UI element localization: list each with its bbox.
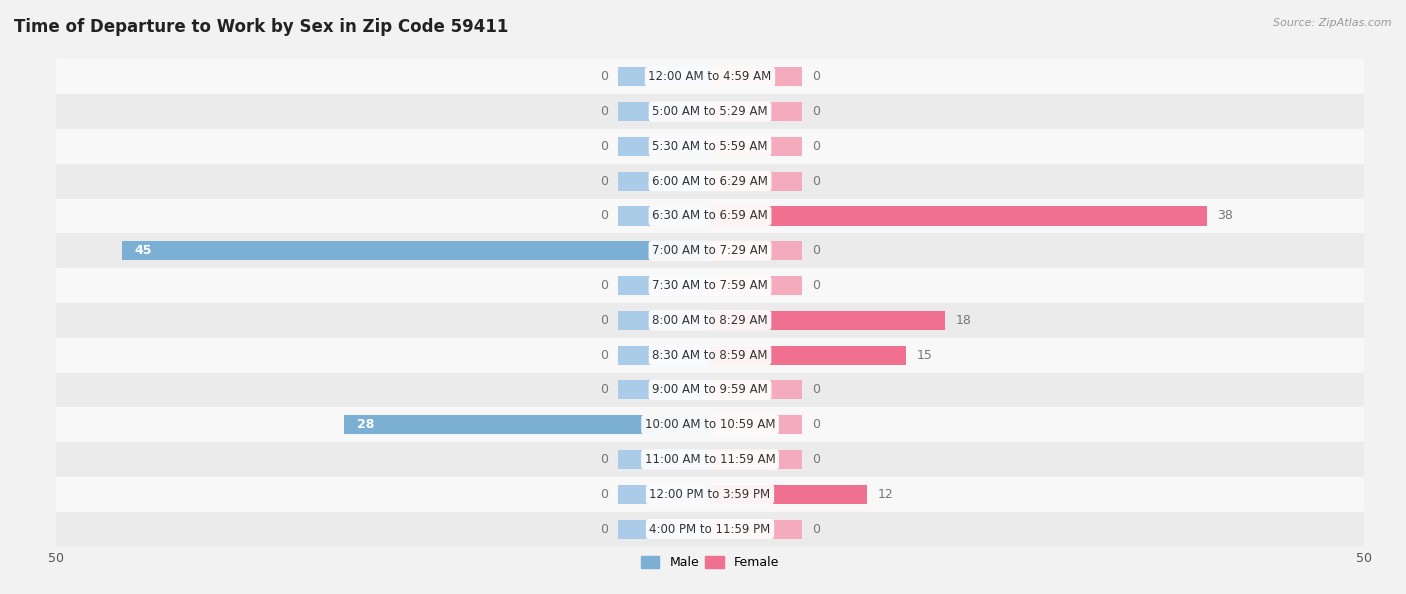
- Bar: [619, 67, 710, 86]
- Bar: [56, 268, 1364, 303]
- Bar: [56, 94, 1364, 129]
- Bar: [710, 520, 801, 539]
- Text: 28: 28: [357, 418, 374, 431]
- Text: 0: 0: [600, 314, 607, 327]
- Text: Source: ZipAtlas.com: Source: ZipAtlas.com: [1274, 18, 1392, 28]
- Bar: [56, 407, 1364, 442]
- Bar: [56, 477, 1364, 511]
- Bar: [710, 346, 905, 365]
- Text: 0: 0: [600, 488, 607, 501]
- Text: 0: 0: [600, 210, 607, 223]
- Text: 5:30 AM to 5:59 AM: 5:30 AM to 5:59 AM: [652, 140, 768, 153]
- Bar: [619, 276, 710, 295]
- Bar: [710, 450, 801, 469]
- Text: 5:00 AM to 5:29 AM: 5:00 AM to 5:29 AM: [652, 105, 768, 118]
- Text: 0: 0: [813, 279, 820, 292]
- Text: 38: 38: [1218, 210, 1233, 223]
- Bar: [710, 311, 945, 330]
- Text: 0: 0: [813, 105, 820, 118]
- Text: 6:00 AM to 6:29 AM: 6:00 AM to 6:29 AM: [652, 175, 768, 188]
- Text: 0: 0: [813, 175, 820, 188]
- Text: 4:00 PM to 11:59 PM: 4:00 PM to 11:59 PM: [650, 523, 770, 536]
- Text: 0: 0: [600, 383, 607, 396]
- Text: 12:00 PM to 3:59 PM: 12:00 PM to 3:59 PM: [650, 488, 770, 501]
- Bar: [619, 311, 710, 330]
- Bar: [710, 102, 801, 121]
- Text: 12: 12: [877, 488, 893, 501]
- Bar: [710, 415, 801, 434]
- Text: 7:30 AM to 7:59 AM: 7:30 AM to 7:59 AM: [652, 279, 768, 292]
- Bar: [56, 129, 1364, 164]
- Bar: [619, 172, 710, 191]
- Bar: [710, 241, 801, 260]
- Bar: [710, 485, 868, 504]
- Bar: [619, 450, 710, 469]
- Legend: Male, Female: Male, Female: [636, 551, 785, 574]
- Bar: [619, 137, 710, 156]
- Text: 15: 15: [917, 349, 932, 362]
- Bar: [56, 303, 1364, 338]
- Bar: [619, 206, 710, 226]
- Text: 9:00 AM to 9:59 AM: 9:00 AM to 9:59 AM: [652, 383, 768, 396]
- Text: 0: 0: [813, 523, 820, 536]
- Bar: [122, 241, 710, 260]
- Text: 0: 0: [813, 244, 820, 257]
- Text: 8:00 AM to 8:29 AM: 8:00 AM to 8:29 AM: [652, 314, 768, 327]
- Text: 10:00 AM to 10:59 AM: 10:00 AM to 10:59 AM: [645, 418, 775, 431]
- Bar: [56, 372, 1364, 407]
- Bar: [619, 485, 710, 504]
- Bar: [619, 380, 710, 400]
- Bar: [56, 164, 1364, 198]
- Text: 0: 0: [600, 453, 607, 466]
- Text: 0: 0: [600, 279, 607, 292]
- Bar: [619, 346, 710, 365]
- Text: 8:30 AM to 8:59 AM: 8:30 AM to 8:59 AM: [652, 349, 768, 362]
- Bar: [56, 198, 1364, 233]
- Text: 12:00 AM to 4:59 AM: 12:00 AM to 4:59 AM: [648, 70, 772, 83]
- Text: 0: 0: [813, 453, 820, 466]
- Text: 0: 0: [813, 140, 820, 153]
- Bar: [710, 172, 801, 191]
- Text: 18: 18: [956, 314, 972, 327]
- Bar: [619, 520, 710, 539]
- Text: 0: 0: [600, 105, 607, 118]
- Text: Time of Departure to Work by Sex in Zip Code 59411: Time of Departure to Work by Sex in Zip …: [14, 18, 509, 36]
- Text: 0: 0: [600, 349, 607, 362]
- Bar: [56, 233, 1364, 268]
- Bar: [710, 380, 801, 400]
- Bar: [56, 442, 1364, 477]
- Text: 45: 45: [135, 244, 152, 257]
- Text: 0: 0: [813, 70, 820, 83]
- Text: 0: 0: [600, 523, 607, 536]
- Bar: [619, 102, 710, 121]
- Text: 7:00 AM to 7:29 AM: 7:00 AM to 7:29 AM: [652, 244, 768, 257]
- Bar: [56, 338, 1364, 372]
- Bar: [56, 511, 1364, 546]
- Bar: [344, 415, 710, 434]
- Bar: [710, 276, 801, 295]
- Text: 0: 0: [600, 70, 607, 83]
- Text: 0: 0: [600, 140, 607, 153]
- Text: 0: 0: [813, 383, 820, 396]
- Bar: [710, 67, 801, 86]
- Text: 11:00 AM to 11:59 AM: 11:00 AM to 11:59 AM: [645, 453, 775, 466]
- Bar: [710, 206, 1206, 226]
- Text: 0: 0: [813, 418, 820, 431]
- Bar: [56, 59, 1364, 94]
- Bar: [710, 137, 801, 156]
- Text: 6:30 AM to 6:59 AM: 6:30 AM to 6:59 AM: [652, 210, 768, 223]
- Text: 0: 0: [600, 175, 607, 188]
